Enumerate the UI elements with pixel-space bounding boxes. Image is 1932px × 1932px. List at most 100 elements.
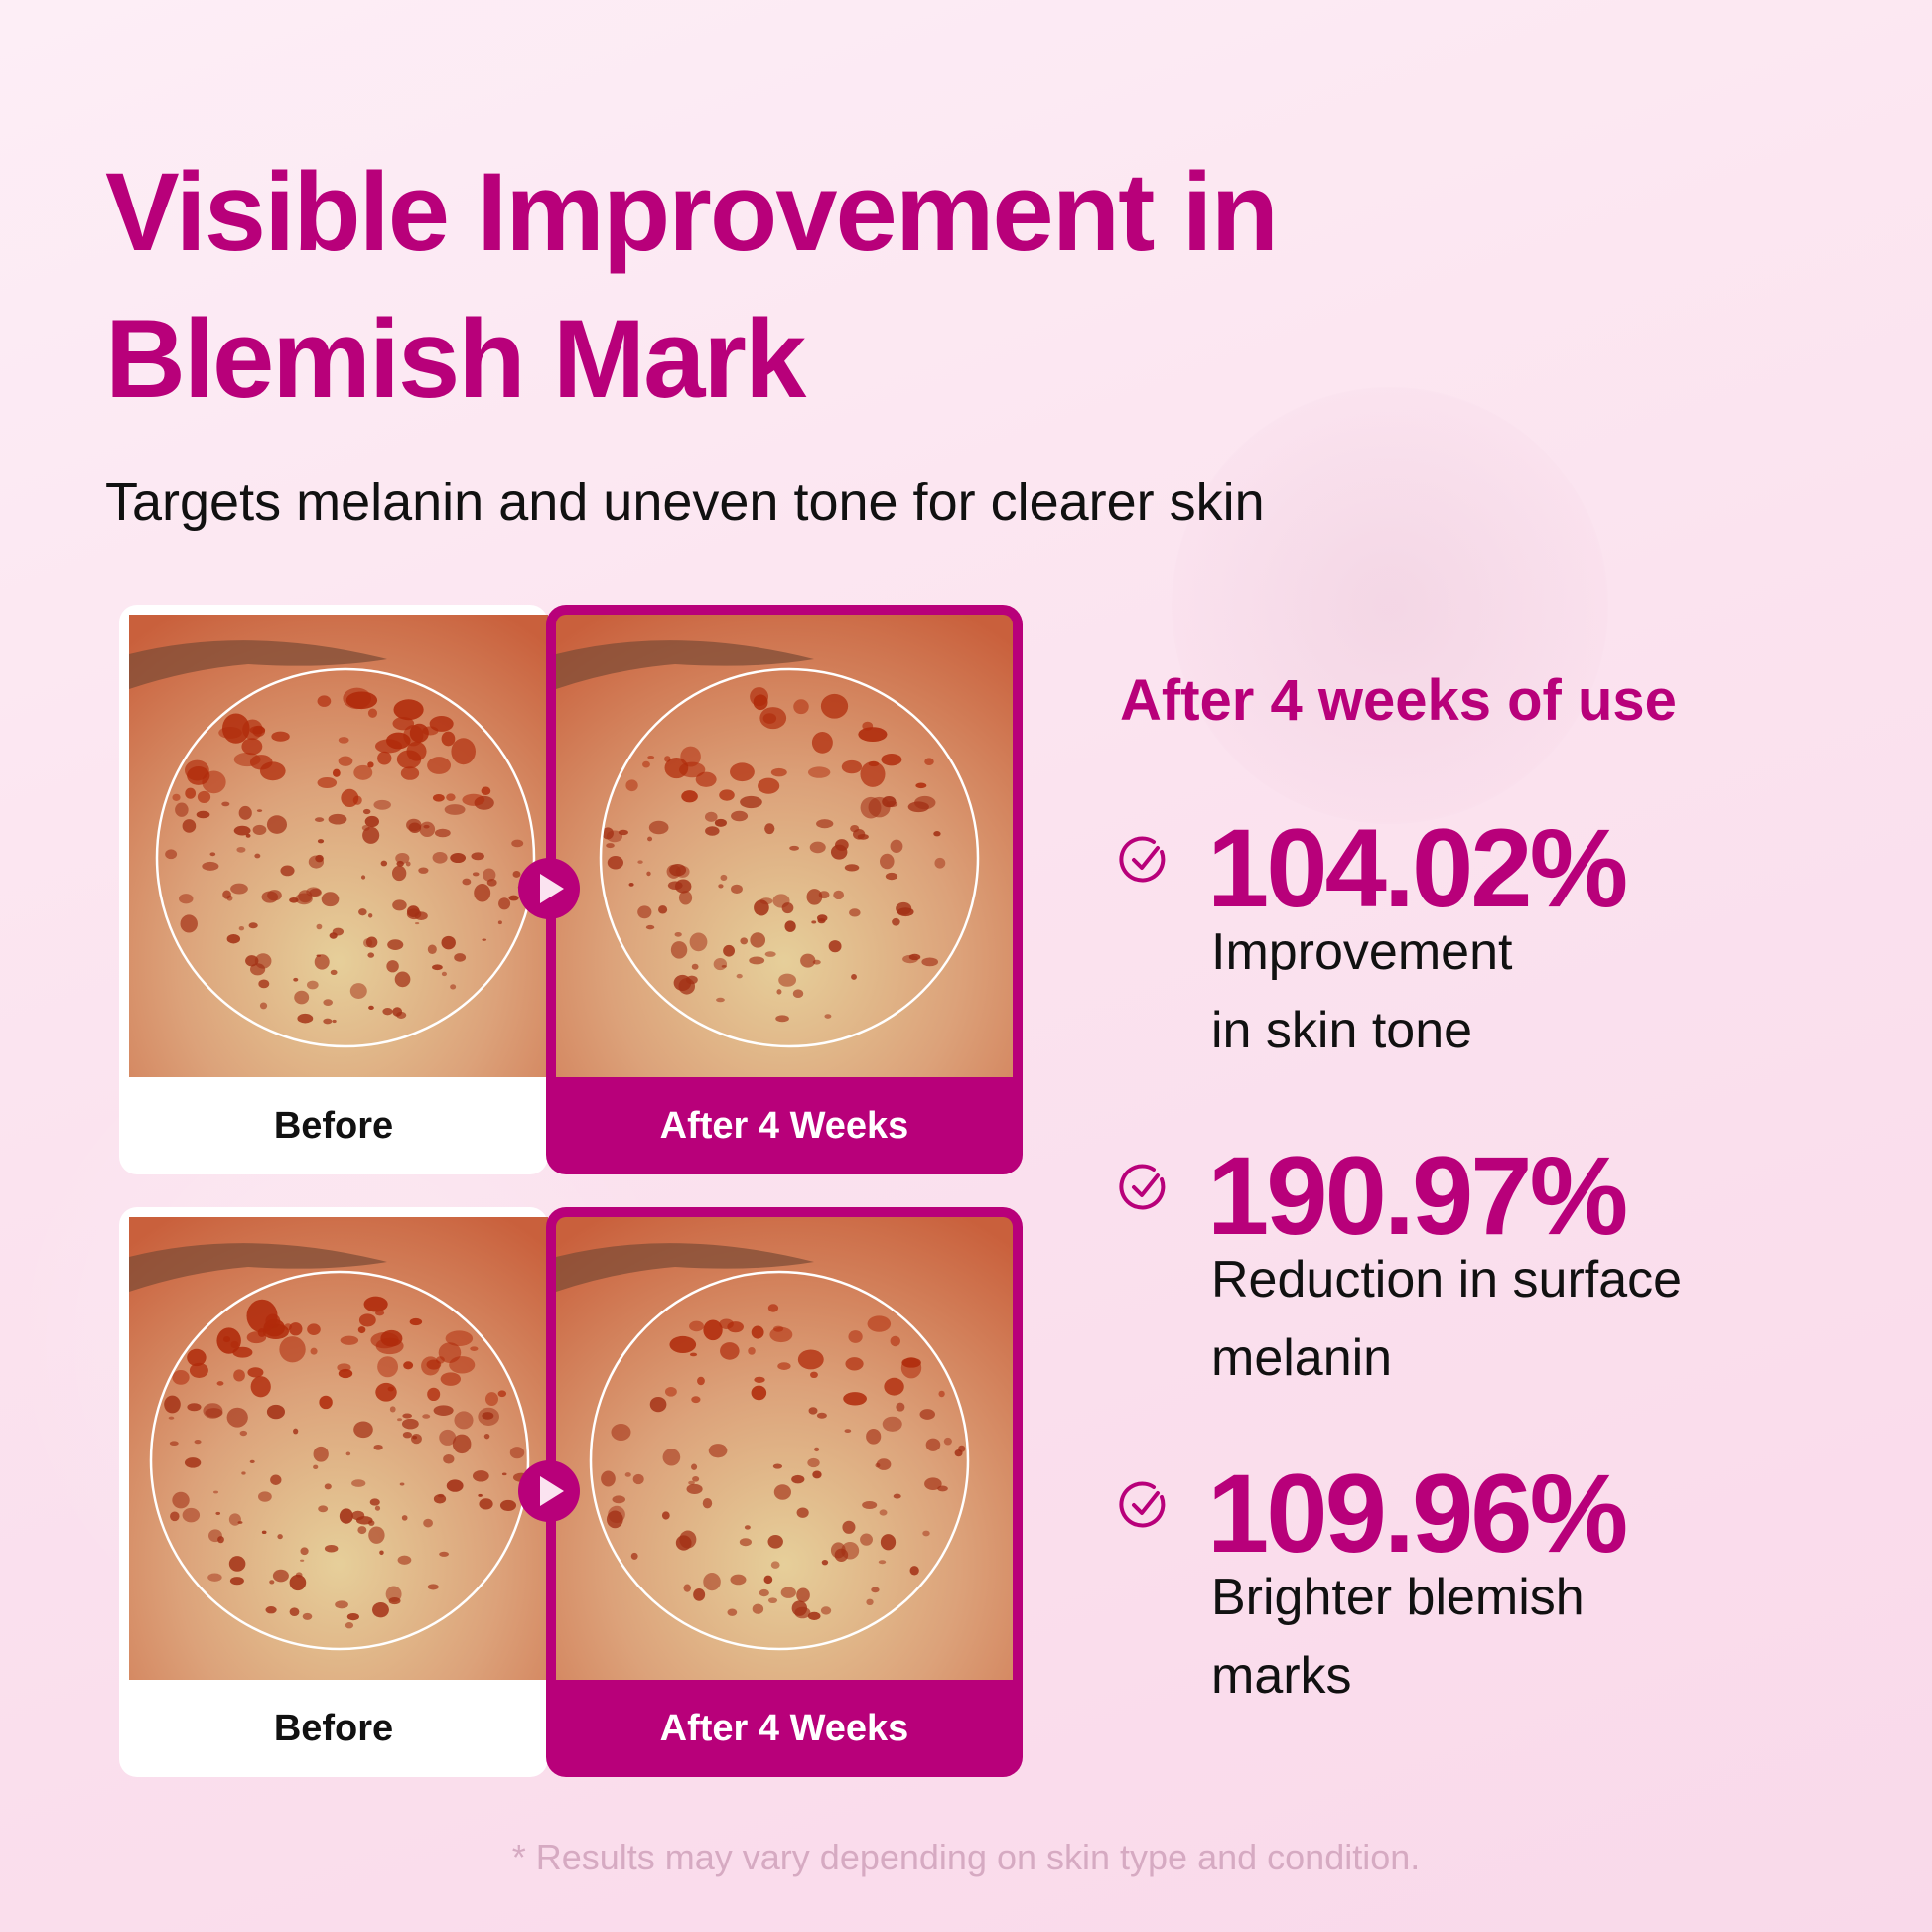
blemish-spot — [842, 1520, 856, 1534]
blemish-spot — [363, 1296, 388, 1312]
blemish-spot — [353, 764, 373, 780]
blemish-spot — [249, 726, 266, 735]
blemish-spot — [716, 997, 725, 1003]
blemish-spot — [187, 1403, 202, 1412]
blemish-spot — [772, 1463, 783, 1469]
blemish-spot — [343, 687, 371, 710]
blemish-spot — [773, 1484, 791, 1500]
blemish-spot — [764, 951, 776, 957]
blemish-spot — [692, 1476, 700, 1482]
blemish-spot — [368, 913, 373, 918]
blemish-spot — [314, 817, 325, 822]
blemish-spot — [401, 1515, 408, 1521]
subtitle: Targets melanin and uneven tone for clea… — [105, 473, 1265, 532]
blemish-spot — [434, 828, 451, 838]
blemish-spot — [844, 1429, 852, 1434]
blemish-spot — [450, 984, 457, 990]
blemish-spot — [820, 1606, 832, 1615]
blemish-spot — [843, 1392, 867, 1406]
blemish-spot — [433, 1494, 447, 1504]
blemish-spot — [860, 760, 886, 787]
blemish-spot — [209, 852, 216, 857]
blemish-spot — [306, 980, 319, 990]
blemish-spot — [954, 1449, 963, 1457]
blemish-spot — [323, 1018, 333, 1025]
blemish-spot — [702, 1498, 713, 1509]
blemish-spot — [471, 852, 484, 861]
blemish-spot — [689, 932, 708, 952]
blemish-spot — [432, 793, 445, 802]
blemish-spot — [252, 824, 267, 835]
blemish-spot — [697, 1376, 705, 1386]
blemish-spot — [293, 977, 299, 982]
blemish-spot — [816, 1412, 827, 1419]
blemish-spot — [388, 1597, 401, 1605]
blemish-spot — [436, 1356, 445, 1364]
blemish-spot — [688, 1480, 695, 1485]
blemish-spot — [664, 1387, 677, 1397]
blemish-spot — [246, 1331, 267, 1344]
before-card: Before — [119, 1207, 548, 1777]
blemish-spot — [670, 941, 688, 959]
blemish-spot — [878, 1560, 887, 1565]
blemish-spot — [647, 755, 655, 759]
blemish-spot — [250, 1376, 271, 1398]
blemish-spot — [168, 1416, 175, 1420]
blemish-spot — [386, 960, 399, 973]
blemish-spot — [497, 920, 502, 925]
blemish-spot — [349, 983, 367, 999]
blemish-spot — [844, 864, 860, 872]
blemish-spot — [302, 1612, 313, 1620]
blemish-spot — [307, 1323, 321, 1336]
blemish-spot — [721, 965, 727, 968]
blemish-spot — [880, 1534, 897, 1551]
blemish-spot — [226, 895, 233, 901]
blemish-spot — [886, 801, 898, 808]
blemish-spot — [339, 1508, 353, 1524]
blemish-spot — [373, 799, 391, 810]
blemish-spot — [752, 1603, 764, 1614]
blemish-spot — [254, 853, 261, 859]
blemish-spot — [890, 839, 903, 853]
blemish-spot — [289, 897, 299, 903]
disclaimer: * Results may vary depending on skin typ… — [511, 1837, 1421, 1877]
blemish-spot — [759, 707, 787, 730]
blemish-spot — [277, 1534, 283, 1540]
blemish-spot — [197, 790, 211, 803]
blemish-spot — [427, 1387, 441, 1402]
blemish-spot — [474, 883, 491, 902]
blemish-spot — [164, 1395, 181, 1414]
blemish-spot — [462, 878, 472, 886]
blemish-spot — [247, 1367, 264, 1378]
blemish-spot — [922, 1530, 930, 1537]
blemish-spot — [834, 1548, 849, 1562]
blemish-spot — [233, 1369, 245, 1382]
after-label: After 4 Weeks — [659, 1707, 909, 1749]
blemish-spot — [399, 1482, 405, 1486]
stat-value: 109.96% — [1207, 1451, 1628, 1576]
blemish-spot — [501, 1472, 507, 1476]
blemish-spot — [816, 819, 834, 829]
blemish-spot — [778, 973, 797, 987]
background-decoration — [1172, 387, 1608, 824]
blemish-spot — [669, 1335, 697, 1353]
blemish-spot — [824, 1014, 832, 1019]
blemish-spot — [808, 1407, 818, 1415]
blemish-spot — [727, 1321, 744, 1333]
blemish-spot — [330, 969, 338, 976]
blemish-spot — [187, 1348, 207, 1367]
blemish-spot — [767, 1304, 779, 1312]
blemish-spot — [440, 1372, 461, 1386]
blemish-spot — [472, 872, 480, 877]
blemish-spot — [397, 1418, 403, 1422]
blemish-spot — [321, 892, 340, 907]
blemish-spot — [445, 1330, 474, 1347]
blemish-spot — [182, 819, 197, 833]
blemish-spot — [228, 1513, 241, 1526]
page-title: Visible Improvement in Blemish Mark — [105, 150, 1279, 421]
before-label: Before — [273, 1104, 394, 1147]
after-card: After 4 Weeks — [546, 1207, 1023, 1777]
blemish-spot — [202, 861, 219, 871]
blemish-spot — [791, 1600, 808, 1616]
blemish-spot — [793, 699, 809, 715]
